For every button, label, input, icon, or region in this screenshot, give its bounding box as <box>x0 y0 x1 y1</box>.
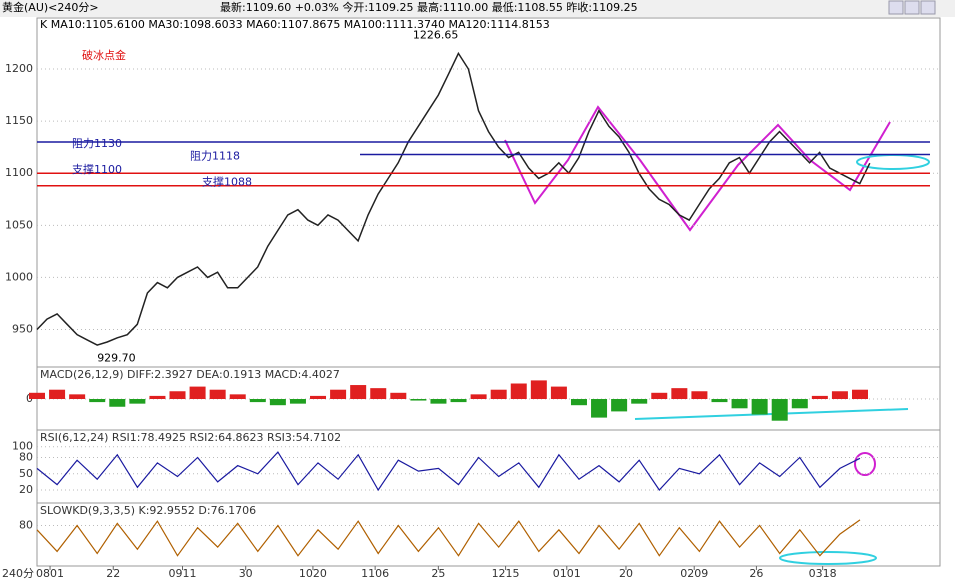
macd-bar <box>852 389 868 399</box>
next-button[interactable] <box>904 0 920 15</box>
y-tick-label: 950 <box>12 322 33 335</box>
level-label: 支撑1088 <box>202 175 252 189</box>
macd-bar <box>591 399 608 418</box>
x-tick-label: 22 <box>106 567 120 580</box>
y-tick-label: 50 <box>19 467 33 480</box>
series-line <box>36 451 861 492</box>
highlight <box>854 452 876 476</box>
macd-bar <box>269 399 286 406</box>
y-tick-label: 20 <box>19 483 33 496</box>
macd-bar <box>671 388 688 399</box>
macd-bar <box>249 399 266 403</box>
y-tick-label: 1200 <box>5 62 33 75</box>
prev-button[interactable] <box>888 0 904 15</box>
level-label: 阻力1118 <box>190 149 240 162</box>
macd-bar <box>149 395 166 399</box>
macd-bar <box>751 399 768 415</box>
macd-bar <box>570 399 587 406</box>
x-tick-label: 1106 <box>361 567 389 580</box>
x-tick-label: 0911 <box>168 567 196 580</box>
macd-bar <box>89 399 106 403</box>
x-tick-label: 0209 <box>680 567 708 580</box>
macd-bar <box>289 399 306 404</box>
macd-bar <box>229 394 246 399</box>
title: 破冰点金 <box>82 48 126 62</box>
level-label: 支撑1100 <box>72 162 122 176</box>
y-tick-label: 80 <box>19 451 33 464</box>
pattern-zigzag <box>504 105 891 232</box>
x-tick-label: 30 <box>239 567 253 580</box>
macd-bar <box>129 399 146 404</box>
y-tick-label: 1050 <box>5 218 33 231</box>
macd-bar <box>370 388 387 399</box>
frame <box>36 17 941 567</box>
macd-bar <box>350 385 367 399</box>
x-tick-label: 26 <box>749 567 763 580</box>
macd-bar <box>390 392 407 399</box>
level-label: 阻力1130 <box>72 137 122 150</box>
y-tick-label: 1150 <box>5 114 33 127</box>
menu-button[interactable] <box>920 0 936 15</box>
macd-bar <box>771 399 788 421</box>
macd-bar <box>430 399 447 404</box>
panel-legend: SLOWKD(9,3,3,5) K:92.9552 D:76.1706 <box>40 504 256 517</box>
macd-bar <box>811 395 828 399</box>
x-tick-label: 25 <box>431 567 445 580</box>
x-tick-label: 1020 <box>299 567 327 580</box>
macd-bar <box>550 386 567 399</box>
macd-bar <box>49 389 66 399</box>
x-tick-label: 0318 <box>809 567 837 580</box>
macd-bar <box>330 389 347 399</box>
price-annotation: 929.70 <box>97 352 135 365</box>
y-tick-label: 100 <box>12 440 33 453</box>
macd-bar <box>510 383 527 399</box>
quote: 最新:1109.60 +0.03% 今开:1109.25 最高:1110.00 … <box>220 0 638 14</box>
x-tick-label: 0801 <box>36 567 64 580</box>
series-line <box>36 519 861 557</box>
highlight <box>634 408 909 420</box>
macd-bar <box>691 391 708 399</box>
macd-bar <box>450 399 467 403</box>
macd-bar <box>310 395 327 399</box>
macd-bar <box>631 399 648 404</box>
top-bar <box>0 0 955 17</box>
highlight <box>779 551 877 565</box>
y-tick-label: 1100 <box>5 166 33 179</box>
macd-bar <box>69 394 86 399</box>
x-tick-label: 1215 <box>492 567 520 580</box>
macd-bar <box>711 399 728 403</box>
period: 240分 <box>2 567 34 580</box>
x-tick-label: 20 <box>619 567 633 580</box>
series-line <box>36 51 871 346</box>
macd-bar <box>189 386 206 399</box>
macd-bar <box>530 380 547 399</box>
macd-bar <box>831 391 848 399</box>
macd-bar <box>731 399 748 409</box>
panel-legend: RSI(6,12,24) RSI1:78.4925 RSI2:64.8623 R… <box>40 431 341 444</box>
panel-legend: MACD(26,12,9) DIFF:2.3927 DEA:0.1913 MAC… <box>40 368 340 381</box>
macd-bar <box>470 394 487 399</box>
macd-bar <box>410 399 427 401</box>
macd-bar <box>611 399 628 412</box>
macd-bar <box>490 389 507 399</box>
macd-bar <box>29 392 45 399</box>
macd-bar <box>209 389 226 399</box>
symbol: 黄金(AU)<240分> <box>2 0 99 14</box>
y-tick-label: 1000 <box>5 270 33 283</box>
panel-legend: K MA10:1105.6100 MA30:1098.6033 MA60:110… <box>40 18 550 31</box>
macd-bar <box>791 399 808 409</box>
macd-bar <box>109 399 126 407</box>
y-tick-label: 80 <box>19 519 33 532</box>
price-annotation: 1226.65 <box>413 28 459 41</box>
macd-bar <box>169 391 186 399</box>
macd-bar <box>651 392 668 399</box>
x-tick-label: 0101 <box>553 567 581 580</box>
